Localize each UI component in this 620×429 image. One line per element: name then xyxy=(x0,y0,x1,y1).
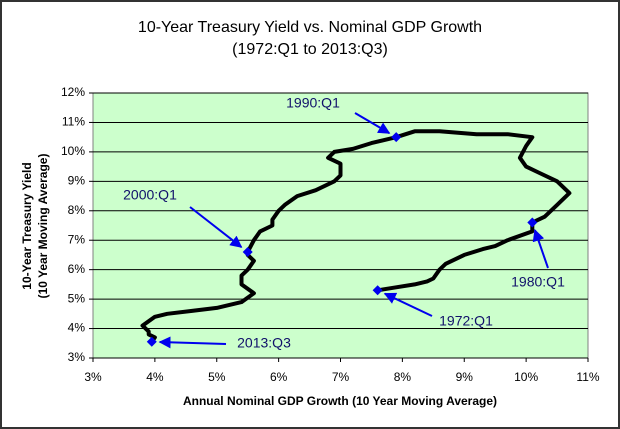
annotation-label: 2000:Q1 xyxy=(123,187,177,203)
annotation-arrow xyxy=(158,336,227,349)
chart-title: 10-Year Treasury Yield vs. Nominal GDP G… xyxy=(138,19,482,36)
annotation-arrow xyxy=(532,228,549,269)
x-tick-label: 10% xyxy=(514,370,538,384)
x-tick-label: 4% xyxy=(146,370,164,384)
y-tick-label: 6% xyxy=(68,262,86,276)
y-tick-label: 5% xyxy=(68,291,86,305)
annotation-marker xyxy=(146,336,157,347)
annotation-marker xyxy=(391,132,402,143)
annotation-arrow xyxy=(189,206,243,248)
annotation-label: 1972:Q1 xyxy=(439,313,493,329)
x-tick-label: 6% xyxy=(270,370,288,384)
annotation-label: 1990:Q1 xyxy=(286,95,340,111)
y-tick-label: 8% xyxy=(68,203,86,217)
x-tick-label: 3% xyxy=(84,370,102,384)
y-tick-label: 9% xyxy=(68,174,86,188)
x-tick-label: 11% xyxy=(576,370,599,384)
plot-area xyxy=(92,92,589,359)
y-axis-label: (10 Year Moving Average) xyxy=(36,154,50,299)
x-tick-label: 9% xyxy=(456,370,474,384)
x-tick-label: 7% xyxy=(332,370,350,384)
y-tick-label: 4% xyxy=(68,321,86,335)
x-tick-label: 8% xyxy=(394,370,412,384)
y-tick-label: 11% xyxy=(62,115,85,129)
x-axis-label: Annual Nominal GDP Growth (10 Year Movin… xyxy=(183,394,497,408)
y-tick-label: 12% xyxy=(61,85,85,99)
annotation-arrow xyxy=(383,292,433,317)
y-tick-label: 7% xyxy=(68,232,86,246)
chart-subtitle: (1972:Q1 to 2013:Q3) xyxy=(232,41,388,58)
y-tick-label: 10% xyxy=(61,144,85,158)
annotation-label: 2013:Q3 xyxy=(237,335,291,351)
annotation-arrow xyxy=(354,112,391,134)
annotation-marker xyxy=(527,217,538,228)
y-axis-label: 10-Year Treasury Yield xyxy=(20,162,34,289)
annotation-label: 1980:Q1 xyxy=(511,274,565,290)
y-tick-label: 3% xyxy=(68,350,86,364)
x-tick-label: 5% xyxy=(208,370,226,384)
data-line xyxy=(140,129,572,343)
annotation-marker xyxy=(242,247,253,257)
annotation-marker xyxy=(372,285,383,296)
